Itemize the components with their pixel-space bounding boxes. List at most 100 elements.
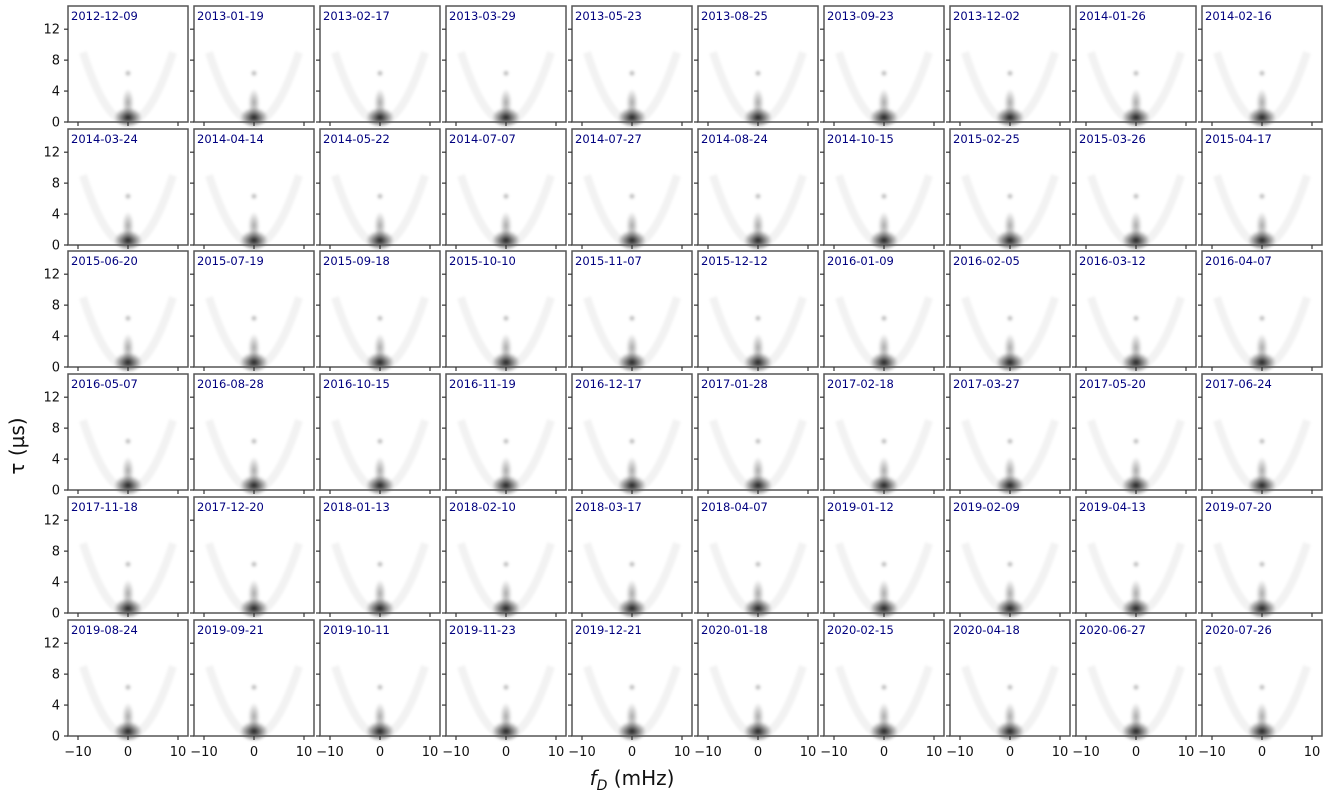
echo-spot [250, 560, 258, 568]
panel: 2014-02-16 [1198, 5, 1323, 128]
echo-spot [1132, 437, 1140, 445]
panel: 2019-12-21 −10 0 10 [568, 619, 693, 760]
panel: 2015-04-17 [1198, 128, 1323, 251]
panel-date: 2013-12-02 [953, 9, 1020, 23]
panel: 2020-01-18 −10 0 10 [694, 619, 819, 760]
x-tick-label: 10 [296, 745, 313, 760]
panel-date: 2014-07-07 [449, 132, 516, 146]
central-column [1130, 579, 1142, 608]
echo-spot [376, 437, 384, 445]
panel-date: 2013-05-23 [575, 9, 642, 23]
central-column [500, 579, 512, 608]
panel-date: 2015-10-10 [449, 254, 516, 268]
panel-date: 2014-10-15 [827, 132, 894, 146]
y-tick-label: 12 [43, 514, 60, 529]
echo-spot [1258, 560, 1266, 568]
echo-spot [250, 683, 258, 691]
x-tick-label: 0 [1258, 745, 1266, 760]
central-column [626, 88, 638, 117]
x-tick-label: 0 [1132, 745, 1140, 760]
echo-spot [376, 683, 384, 691]
panel-date: 2018-02-10 [449, 500, 516, 514]
central-column [752, 88, 764, 117]
x-tick-label: −10 [190, 745, 217, 760]
panel: 2016-01-09 [820, 250, 945, 373]
y-tick-label: 8 [52, 177, 60, 192]
central-column [248, 88, 260, 117]
echo-spot [1258, 683, 1266, 691]
central-column [248, 579, 260, 608]
panel: 2020-02-15 −10 0 10 [820, 619, 945, 760]
echo-spot [628, 192, 636, 200]
echo-spot [1006, 683, 1014, 691]
y-tick-label: 4 [52, 330, 60, 345]
central-column [122, 211, 134, 240]
echo-spot [124, 314, 132, 322]
central-column [374, 333, 386, 362]
panel-date: 2015-11-07 [575, 254, 642, 268]
central-column [1130, 702, 1142, 731]
panel-date: 2015-12-12 [701, 254, 768, 268]
panel-date: 2015-06-20 [71, 254, 138, 268]
echo-spot [502, 69, 510, 77]
panel: 2019-09-21 −10 0 10 [190, 619, 315, 760]
central-column [626, 456, 638, 485]
x-tick-label: −10 [820, 745, 847, 760]
echo-spot [628, 314, 636, 322]
central-column [626, 211, 638, 240]
x-tick-label: 0 [250, 745, 258, 760]
panel-date: 2014-01-26 [1079, 9, 1146, 23]
panel: 2014-04-14 [190, 128, 315, 251]
central-column [248, 333, 260, 362]
panel-date: 2016-01-09 [827, 254, 894, 268]
panel: 2016-04-07 [1198, 250, 1323, 373]
echo-spot [880, 437, 888, 445]
x-tick-label: 0 [376, 745, 384, 760]
x-tick-label: 10 [170, 745, 187, 760]
echo-spot [124, 683, 132, 691]
y-tick-label: 8 [52, 545, 60, 560]
panel: 2019-04-13 [1072, 496, 1197, 619]
y-tick-label: 12 [43, 146, 60, 161]
x-tick-label: 0 [1006, 745, 1014, 760]
x-axis-label: fD (mHz) [590, 766, 675, 794]
panel-date: 2017-01-28 [701, 377, 768, 391]
panel: 2014-05-22 [316, 128, 441, 251]
x-tick-label: 0 [502, 745, 510, 760]
x-tick-label: −10 [442, 745, 469, 760]
echo-spot [250, 314, 258, 322]
echo-spot [1132, 683, 1140, 691]
panel: 2017-05-20 [1072, 373, 1197, 496]
y-tick-label: 0 [52, 484, 60, 499]
echo-spot [880, 560, 888, 568]
y-tick-label: 8 [52, 54, 60, 69]
echo-spot [124, 437, 132, 445]
panel-date: 2017-02-18 [827, 377, 894, 391]
echo-spot [250, 192, 258, 200]
central-column [500, 702, 512, 731]
central-column [1130, 456, 1142, 485]
panel-date: 2014-08-24 [701, 132, 768, 146]
panel: 2020-04-18 −10 0 10 [946, 619, 1071, 760]
central-column [878, 456, 890, 485]
central-column [1256, 211, 1268, 240]
panel-date: 2017-03-27 [953, 377, 1020, 391]
x-tick-label: −10 [694, 745, 721, 760]
panel: 2015-06-20 0 4 8 12 [43, 250, 189, 376]
central-column [122, 88, 134, 117]
y-tick-label: 12 [43, 268, 60, 283]
echo-spot [376, 560, 384, 568]
panel-date: 2018-01-13 [323, 500, 390, 514]
panel-date: 2013-01-19 [197, 9, 264, 23]
echo-spot [1132, 69, 1140, 77]
central-column [1004, 211, 1016, 240]
echo-spot [502, 560, 510, 568]
panel-date: 2019-11-23 [449, 623, 516, 637]
central-column [1004, 456, 1016, 485]
panel-date: 2017-12-20 [197, 500, 264, 514]
echo-spot [754, 314, 762, 322]
panels-grid: 2012-12-09 0 4 8 12 2013-01-19 2013-02-17 2013-… [43, 5, 1323, 760]
panel: 2019-07-20 [1198, 496, 1323, 619]
central-column [500, 456, 512, 485]
